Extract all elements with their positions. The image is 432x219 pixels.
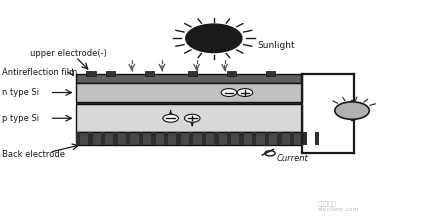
Bar (76, 74, 302, 83)
Bar (188, 71, 197, 76)
Text: 电子发烧友
elecfans.com: 电子发烧友 elecfans.com (318, 201, 359, 212)
Text: upper electrode(-): upper electrode(-) (30, 49, 107, 58)
Bar (189, 132, 193, 145)
Bar (126, 132, 130, 145)
Bar (266, 71, 275, 76)
Bar (86, 71, 96, 76)
Circle shape (163, 114, 178, 122)
Bar (315, 132, 319, 145)
Text: Back electrode: Back electrode (2, 150, 65, 159)
Bar (151, 132, 156, 145)
Bar (101, 132, 105, 145)
Text: Current: Current (276, 154, 308, 163)
Circle shape (265, 151, 275, 156)
Bar (106, 71, 115, 76)
Bar (252, 132, 256, 145)
Circle shape (237, 88, 253, 96)
Bar (239, 132, 244, 145)
Circle shape (184, 114, 200, 122)
Circle shape (221, 88, 237, 96)
Text: p type Si: p type Si (2, 114, 39, 123)
Circle shape (186, 24, 242, 53)
Text: n type Si: n type Si (2, 88, 39, 97)
Bar (139, 132, 143, 145)
Bar (145, 71, 154, 76)
Bar (302, 132, 307, 145)
Bar (76, 132, 80, 145)
Bar (227, 71, 236, 76)
Bar (76, 83, 302, 102)
Bar (164, 132, 168, 145)
Bar (76, 132, 302, 145)
Bar (202, 132, 206, 145)
Bar (290, 132, 294, 145)
Circle shape (335, 102, 369, 119)
Bar (277, 132, 282, 145)
Bar (88, 132, 92, 145)
Text: Sunlight: Sunlight (257, 41, 295, 51)
Bar (176, 132, 181, 145)
Bar (76, 104, 302, 132)
Bar (264, 132, 269, 145)
Bar (76, 102, 302, 104)
Bar (214, 132, 219, 145)
Bar (227, 132, 231, 145)
Text: Antireflection film: Antireflection film (2, 68, 77, 77)
Bar (113, 132, 118, 145)
